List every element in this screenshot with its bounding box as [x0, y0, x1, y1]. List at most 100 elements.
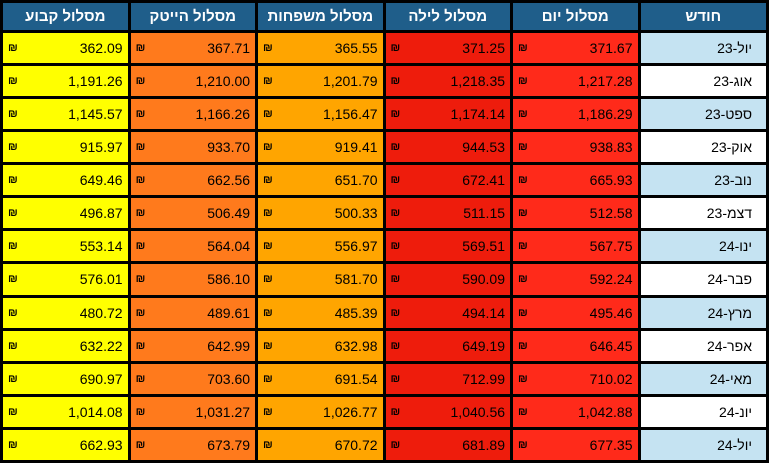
- family-plan-value: ₪ 365.55: [258, 33, 383, 64]
- currency-symbol: ₪: [135, 108, 146, 121]
- value-text: 690.97: [79, 370, 123, 387]
- value-text: 1,186.29: [578, 106, 633, 123]
- value-text: 564.04: [207, 238, 251, 255]
- currency-symbol: ₪: [8, 207, 18, 220]
- value-text: 915.97: [79, 139, 123, 156]
- currency-symbol: ₪: [263, 339, 273, 352]
- value-text: 662.93: [79, 436, 123, 453]
- value-text: 649.46: [79, 172, 123, 189]
- hitech-plan-value: ₪ 933.70: [130, 132, 256, 163]
- fixed-plan-value: ₪ 662.93: [3, 429, 128, 460]
- day-plan-value: ₪ 1,042.88: [513, 396, 638, 427]
- night-plan-value: ₪ 672.41: [385, 165, 511, 196]
- currency-symbol: ₪: [518, 240, 528, 253]
- night-plan-value: ₪ 590.09: [385, 264, 511, 295]
- currency-symbol: ₪: [390, 75, 401, 88]
- value-text: 1,040.56: [450, 403, 506, 420]
- value-text: 651.70: [334, 172, 378, 189]
- day-plan-value: ₪ 371.67: [513, 33, 638, 64]
- fixed-plan-value: ₪ 553.14: [3, 231, 128, 262]
- currency-symbol: ₪: [263, 372, 273, 385]
- header-night-plan: מסלול לילה: [385, 3, 511, 30]
- value-text: 1,218.35: [450, 73, 506, 90]
- family-plan-value: ₪ 691.54: [258, 363, 383, 394]
- currency-symbol: ₪: [390, 108, 401, 121]
- currency-symbol: ₪: [390, 174, 401, 187]
- table-body: יול-23 ₪ 371.67 ₪ 371.25 ₪ 365.55 ₪ 367.71 ₪ 362.0…: [3, 33, 766, 460]
- day-plan-value: ₪ 592.24: [513, 264, 638, 295]
- header-hitech-plan: מסלול הייטק: [130, 3, 256, 30]
- currency-symbol: ₪: [263, 240, 273, 253]
- value-text: 512.58: [589, 205, 633, 222]
- currency-symbol: ₪: [518, 273, 528, 286]
- family-plan-value: ₪ 651.70: [258, 165, 383, 196]
- family-plan-value: ₪ 1,201.79: [258, 66, 383, 97]
- fixed-plan-value: ₪ 1,014.08: [3, 396, 128, 427]
- currency-symbol: ₪: [135, 174, 146, 187]
- family-plan-value: ₪ 632.98: [258, 330, 383, 361]
- value-text: 712.99: [462, 370, 506, 387]
- currency-symbol: ₪: [518, 174, 528, 187]
- month-cell: מאי-24: [640, 363, 766, 394]
- value-text: 496.87: [79, 205, 123, 222]
- value-text: 933.70: [207, 139, 251, 156]
- currency-symbol: ₪: [8, 306, 18, 319]
- currency-symbol: ₪: [518, 75, 528, 88]
- night-plan-value: ₪ 494.14: [385, 297, 511, 328]
- value-text: 489.61: [207, 304, 251, 321]
- night-plan-value: ₪ 1,040.56: [385, 396, 511, 427]
- header-family-plan: מסלול משפחות: [258, 3, 383, 30]
- hitech-plan-value: ₪ 586.10: [130, 264, 256, 295]
- hitech-plan-value: ₪ 1,031.27: [130, 396, 256, 427]
- family-plan-value: ₪ 919.41: [258, 132, 383, 163]
- currency-symbol: ₪: [8, 240, 18, 253]
- currency-symbol: ₪: [135, 405, 146, 418]
- month-cell: אוג-23: [640, 66, 766, 97]
- currency-symbol: ₪: [390, 372, 401, 385]
- table-row: פבר-24 ₪ 592.24 ₪ 590.09 ₪ 581.70 ₪ 586.10 ₪ 576.0…: [3, 264, 766, 295]
- currency-symbol: ₪: [263, 273, 273, 286]
- value-text: 371.67: [589, 40, 633, 57]
- value-text: 1,145.57: [68, 106, 123, 123]
- value-text: 362.09: [79, 40, 123, 57]
- value-text: 1,174.14: [450, 106, 506, 123]
- value-text: 1,217.28: [578, 73, 633, 90]
- table-row: יול-23 ₪ 371.67 ₪ 371.25 ₪ 365.55 ₪ 367.71 ₪ 362.0…: [3, 33, 766, 64]
- currency-symbol: ₪: [135, 438, 146, 451]
- family-plan-value: ₪ 670.72: [258, 429, 383, 460]
- fixed-plan-value: ₪ 362.09: [3, 33, 128, 64]
- value-text: 646.45: [589, 337, 633, 354]
- currency-symbol: ₪: [518, 372, 528, 385]
- day-plan-value: ₪ 665.93: [513, 165, 638, 196]
- table-row: דצמ-23 ₪ 512.58 ₪ 511.15 ₪ 500.33 ₪ 506.49 ₪ 496.8…: [3, 198, 766, 229]
- value-text: 938.83: [589, 139, 633, 156]
- currency-symbol: ₪: [263, 174, 273, 187]
- night-plan-value: ₪ 944.53: [385, 132, 511, 163]
- family-plan-value: ₪ 1,026.77: [258, 396, 383, 427]
- value-text: 681.89: [462, 436, 506, 453]
- hitech-plan-value: ₪ 367.71: [130, 33, 256, 64]
- value-text: 495.46: [589, 304, 633, 321]
- day-plan-value: ₪ 567.75: [513, 231, 638, 262]
- currency-symbol: ₪: [390, 438, 401, 451]
- day-plan-value: ₪ 512.58: [513, 198, 638, 229]
- month-cell: יול-23: [640, 33, 766, 64]
- table-row: אוק-23 ₪ 938.83 ₪ 944.53 ₪ 919.41 ₪ 933.70 ₪ 915.9…: [3, 132, 766, 163]
- currency-symbol: ₪: [518, 207, 528, 220]
- night-plan-value: ₪ 371.25: [385, 33, 511, 64]
- currency-symbol: ₪: [518, 405, 528, 418]
- fixed-plan-value: ₪ 632.22: [3, 330, 128, 361]
- value-text: 632.22: [79, 337, 123, 354]
- value-text: 1,210.00: [195, 73, 251, 90]
- month-cell: אוק-23: [640, 132, 766, 163]
- month-cell: יונ-24: [640, 396, 766, 427]
- value-text: 506.49: [207, 205, 251, 222]
- value-text: 1,201.79: [323, 73, 378, 90]
- hitech-plan-value: ₪ 662.56: [130, 165, 256, 196]
- hitech-plan-value: ₪ 506.49: [130, 198, 256, 229]
- night-plan-value: ₪ 712.99: [385, 363, 511, 394]
- currency-symbol: ₪: [135, 240, 146, 253]
- family-plan-value: ₪ 581.70: [258, 264, 383, 295]
- month-cell: פבר-24: [640, 264, 766, 295]
